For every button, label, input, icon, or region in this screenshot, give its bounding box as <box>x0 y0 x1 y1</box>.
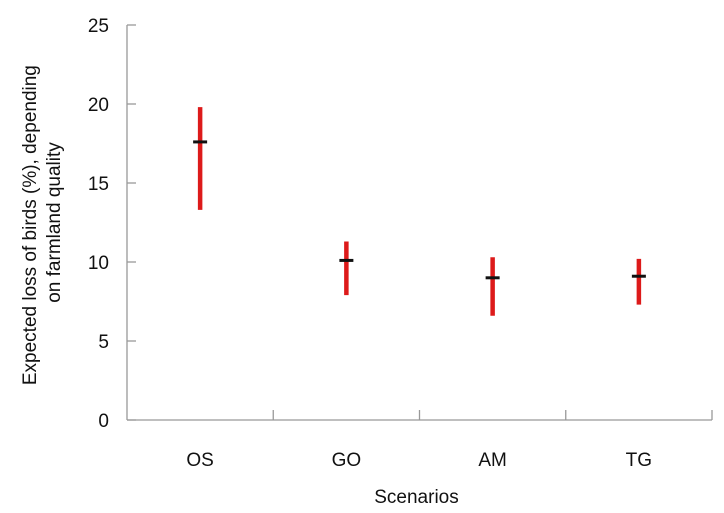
y-tick-label: 5 <box>98 332 109 353</box>
x-tick-label: AM <box>478 450 507 471</box>
y-tick-label: 20 <box>88 95 109 116</box>
data-marks <box>193 107 646 316</box>
y-axis-title-line-1: Expected loss of birds (%), depending <box>20 65 41 385</box>
x-axis-ticks: OS GO AM TG <box>186 410 713 471</box>
y-tick-label: 25 <box>88 16 109 37</box>
y-tick-label: 10 <box>88 253 109 274</box>
x-tick-label: TG <box>626 450 652 471</box>
y-axis-title-line-2: on farmland quality <box>44 142 65 303</box>
x-axis-title: Scenarios <box>374 487 459 508</box>
y-tick-label: 15 <box>88 174 109 195</box>
x-tick-label: OS <box>186 450 213 471</box>
x-tick-label: GO <box>332 450 362 471</box>
y-axis-ticks: 0 5 10 15 20 25 <box>88 16 136 432</box>
y-axis-title: Expected loss of birds (%), depending on… <box>20 60 65 385</box>
y-tick-label: 0 <box>98 411 109 432</box>
